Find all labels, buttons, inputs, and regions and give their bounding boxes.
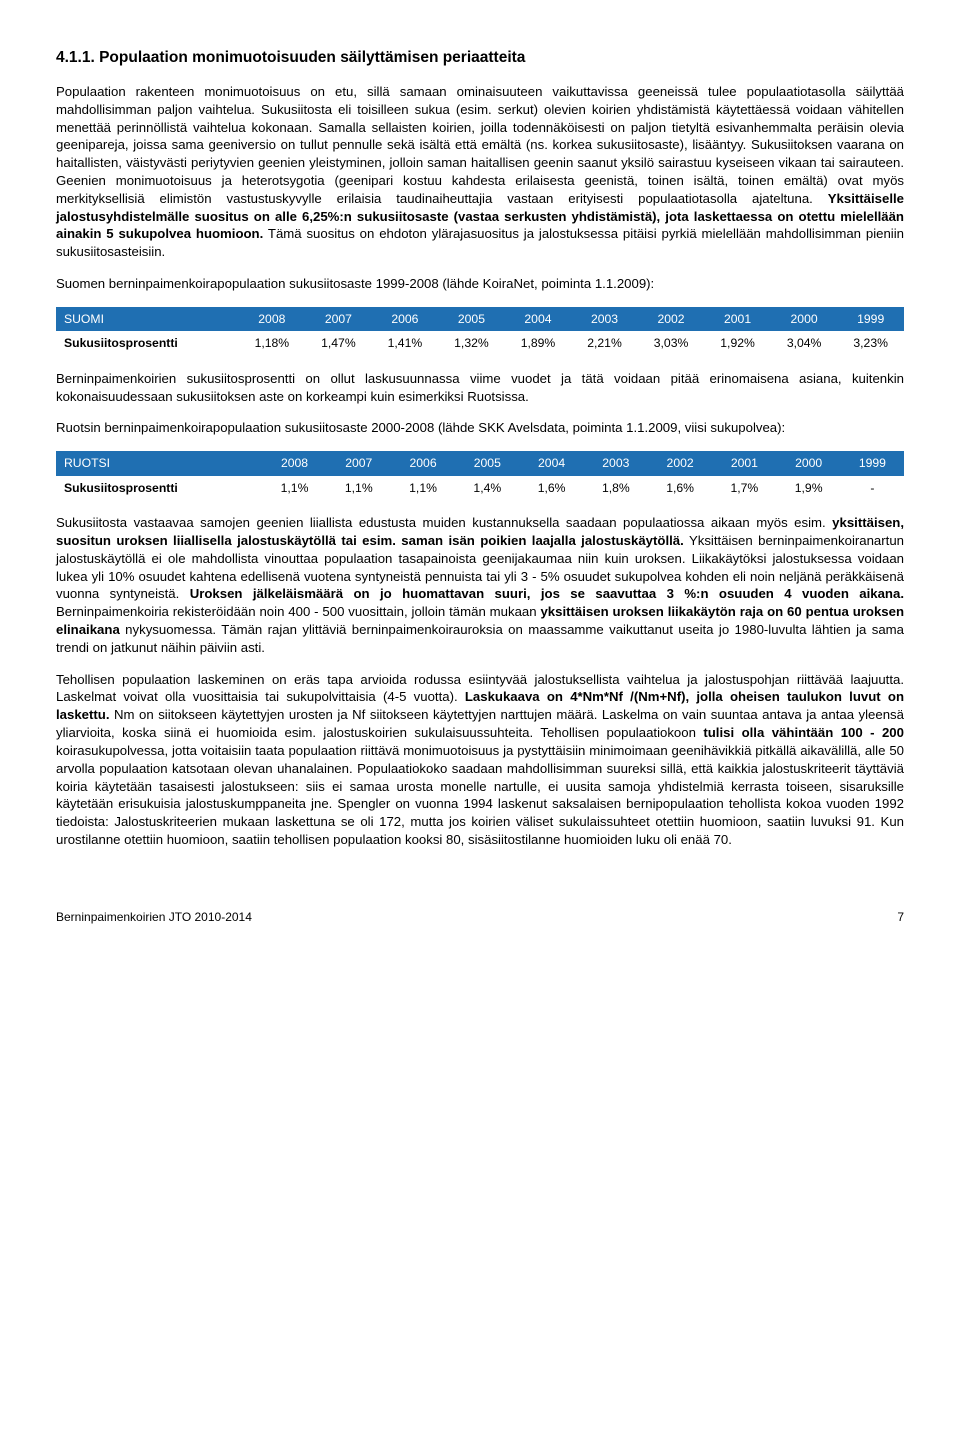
suomi-table: SUOMI 2008 2007 2006 2005 2004 2003 2002… (56, 307, 904, 356)
section-heading: Populaation monimuotoisuuden säilyttämis… (99, 49, 525, 66)
page-footer: Berninpaimenkoirien JTO 2010-2014 7 (56, 909, 904, 925)
section-number: 4.1.1. (56, 49, 95, 66)
table-cell: 1,1% (391, 476, 455, 500)
table-header: 2008 (262, 451, 326, 475)
table-header: 2007 (305, 307, 372, 331)
table-header: SUOMI (56, 307, 239, 331)
table-header: 2002 (648, 451, 712, 475)
table-header: 2008 (239, 307, 306, 331)
bold-run: tulisi olla vähintään 100 - 200 (703, 725, 904, 740)
table-cell: 1,1% (262, 476, 326, 500)
table-cell: 1,47% (305, 331, 372, 355)
section-title: 4.1.1. Populaation monimuotoisuuden säil… (56, 48, 904, 69)
table-rowname: Sukusiitosprosentti (56, 476, 262, 500)
table-header: 2001 (704, 307, 771, 331)
table-cell: 3,23% (837, 331, 904, 355)
table-cell: 1,41% (372, 331, 439, 355)
table-cell: 2,21% (571, 331, 638, 355)
table-cell: 1,8% (584, 476, 648, 500)
table-header: 2005 (455, 451, 519, 475)
table-header: 2005 (438, 307, 505, 331)
table-cell: 1,7% (712, 476, 776, 500)
table-header: 2003 (584, 451, 648, 475)
paragraph-4: Ruotsin berninpaimenkoirapopulaation suk… (56, 419, 904, 437)
footer-page-number: 7 (897, 909, 904, 925)
table-header: 2000 (771, 307, 838, 331)
table-header-row: RUOTSI 2008 2007 2006 2005 2004 2003 200… (56, 451, 904, 475)
table-cell: 1,9% (777, 476, 841, 500)
table-rowname: Sukusiitosprosentti (56, 331, 239, 355)
table-cell: 1,1% (327, 476, 391, 500)
table-header: 2007 (327, 451, 391, 475)
table-cell: - (841, 476, 904, 500)
table-header: 2002 (638, 307, 705, 331)
table-cell: 1,18% (239, 331, 306, 355)
table-header: 2003 (571, 307, 638, 331)
paragraph-5: Sukusiitosta vastaavaa samojen geenien l… (56, 514, 904, 657)
table-header-row: SUOMI 2008 2007 2006 2005 2004 2003 2002… (56, 307, 904, 331)
table-header: 1999 (837, 307, 904, 331)
table-header: 2001 (712, 451, 776, 475)
table-cell: 3,03% (638, 331, 705, 355)
paragraph-3: Berninpaimenkoirien sukusiitosprosentti … (56, 370, 904, 406)
table-header: 2006 (372, 307, 439, 331)
table-row: Sukusiitosprosentti 1,1% 1,1% 1,1% 1,4% … (56, 476, 904, 500)
table-cell: 1,92% (704, 331, 771, 355)
bold-run: Uroksen jälkeläismäärä on jo huomattavan… (190, 586, 904, 601)
table-header: 2006 (391, 451, 455, 475)
footer-left: Berninpaimenkoirien JTO 2010-2014 (56, 909, 252, 925)
table-cell: 1,32% (438, 331, 505, 355)
table-header: RUOTSI (56, 451, 262, 475)
table-header: 2004 (519, 451, 583, 475)
table-cell: 1,6% (648, 476, 712, 500)
table-row: Sukusiitosprosentti 1,18% 1,47% 1,41% 1,… (56, 331, 904, 355)
table-cell: 1,6% (519, 476, 583, 500)
paragraph-6: Tehollisen populaation laskeminen on erä… (56, 671, 904, 849)
table-header: 2000 (777, 451, 841, 475)
ruotsi-table: RUOTSI 2008 2007 2006 2005 2004 2003 200… (56, 451, 904, 500)
table-header: 1999 (841, 451, 904, 475)
table-cell: 1,89% (505, 331, 572, 355)
table-cell: 1,4% (455, 476, 519, 500)
paragraph-1: Populaation rakenteen monimuotoisuus on … (56, 83, 904, 261)
paragraph-2: Suomen berninpaimenkoirapopulaation suku… (56, 275, 904, 293)
table-cell: 3,04% (771, 331, 838, 355)
table-header: 2004 (505, 307, 572, 331)
